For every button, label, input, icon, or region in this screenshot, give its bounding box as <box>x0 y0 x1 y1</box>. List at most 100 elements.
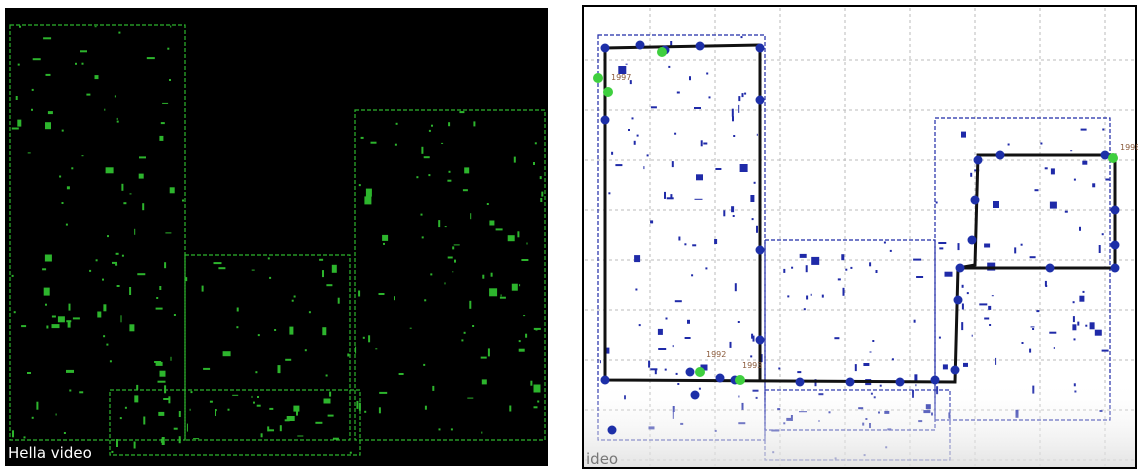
point <box>421 214 423 216</box>
point <box>261 433 263 437</box>
point <box>28 152 31 153</box>
point <box>31 109 33 111</box>
point <box>967 292 969 294</box>
point <box>305 349 307 351</box>
point <box>1077 322 1079 326</box>
point <box>136 385 138 390</box>
point <box>36 402 38 410</box>
point <box>202 286 204 292</box>
point <box>778 368 780 370</box>
point <box>995 358 996 365</box>
point <box>709 96 711 98</box>
point <box>650 220 653 223</box>
point <box>1065 211 1068 213</box>
point <box>67 186 70 189</box>
point <box>1105 179 1109 181</box>
point <box>1073 301 1075 303</box>
point <box>634 141 636 145</box>
point <box>187 424 188 432</box>
point <box>695 199 703 200</box>
point <box>45 255 52 262</box>
point <box>223 351 231 356</box>
point <box>80 50 87 52</box>
point <box>454 244 460 245</box>
point <box>191 391 193 393</box>
node <box>956 264 965 273</box>
point <box>939 247 943 249</box>
point <box>715 168 721 170</box>
point <box>750 355 752 357</box>
point <box>333 438 339 440</box>
point <box>269 408 273 410</box>
point <box>185 277 187 281</box>
point <box>519 340 521 342</box>
point <box>482 275 484 279</box>
point <box>892 358 894 360</box>
point <box>811 257 819 265</box>
point <box>237 308 239 312</box>
point <box>232 395 238 396</box>
point <box>678 237 680 241</box>
point <box>179 436 181 443</box>
figure: 1997 1998 1992 1993 Hella video ideo <box>0 0 1138 469</box>
point <box>993 201 999 208</box>
node-highlight <box>735 375 745 385</box>
point <box>44 288 50 296</box>
point <box>447 180 451 182</box>
point <box>255 371 257 373</box>
point <box>527 243 528 245</box>
point <box>139 174 144 179</box>
point <box>1072 324 1076 330</box>
point <box>753 336 755 342</box>
node <box>846 378 855 387</box>
point <box>787 295 789 297</box>
point <box>1051 168 1055 174</box>
point <box>872 340 874 342</box>
point <box>445 226 447 227</box>
point <box>1095 330 1102 336</box>
point <box>164 262 166 268</box>
point <box>673 345 674 347</box>
point <box>855 364 857 371</box>
point <box>71 167 73 169</box>
node <box>686 368 695 377</box>
point <box>96 259 98 261</box>
point <box>86 94 90 96</box>
point <box>56 414 57 416</box>
point <box>160 371 166 377</box>
point <box>332 265 337 273</box>
point <box>535 142 537 144</box>
point <box>24 436 26 438</box>
point <box>757 134 758 136</box>
point <box>963 363 968 367</box>
page: 1997 1998 1992 1993 Hella video ideo (()… <box>0 0 1138 469</box>
node-highlight <box>1108 153 1118 163</box>
point <box>156 308 163 310</box>
point <box>296 409 298 416</box>
point <box>52 316 56 318</box>
node <box>756 336 765 345</box>
point <box>364 411 366 413</box>
point <box>252 270 255 271</box>
point <box>664 192 666 199</box>
point <box>422 236 424 238</box>
point <box>675 300 682 302</box>
point <box>115 264 117 266</box>
point <box>473 121 475 126</box>
point <box>158 381 166 383</box>
point <box>421 147 423 154</box>
point <box>1031 326 1035 327</box>
point <box>129 324 134 331</box>
node <box>601 44 610 53</box>
point <box>841 254 844 260</box>
point <box>125 407 127 409</box>
point <box>706 73 708 75</box>
point <box>102 279 104 281</box>
point <box>647 154 649 156</box>
point <box>82 155 84 156</box>
point <box>936 202 938 204</box>
point <box>158 412 164 416</box>
node <box>691 391 700 400</box>
point <box>116 253 119 255</box>
point <box>687 320 690 324</box>
